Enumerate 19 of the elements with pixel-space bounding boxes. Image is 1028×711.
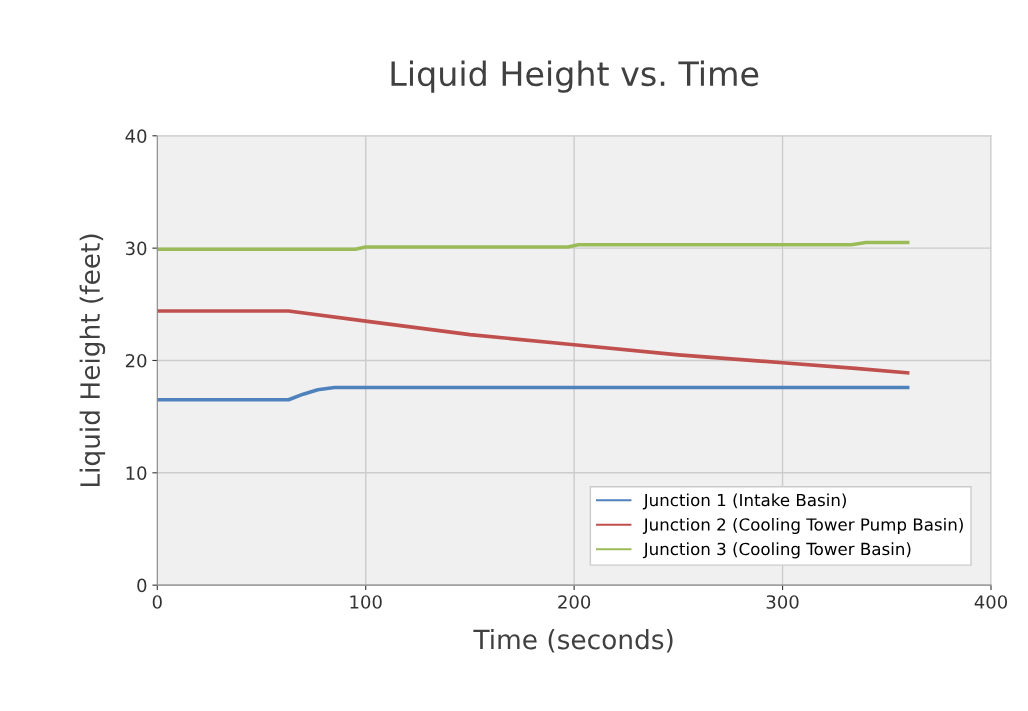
y-axis-title: Liquid Height (feet)	[79, 234, 106, 487]
legend-label: Junction 3 (Cooling Tower Basin)	[642, 542, 911, 559]
y-tick-label: 0	[137, 578, 147, 593]
y-tick-label: 30	[125, 241, 147, 256]
x-axis-title: Time (seconds)	[473, 629, 673, 653]
line-series	[157, 240, 910, 252]
x-tick-label: 100	[350, 595, 382, 609]
line-series	[157, 309, 910, 375]
x-tick-label: 200	[558, 595, 591, 609]
x-tick-label: 400	[974, 595, 1008, 609]
chart-title: Liquid Height vs. Time	[391, 60, 759, 93]
y-tick-label: 20	[125, 353, 147, 368]
x-tick-label: 300	[766, 595, 799, 609]
y-tick-label: 10	[126, 466, 147, 480]
y-tick-label: 40	[125, 129, 147, 143]
x-tick-label: 0	[152, 595, 162, 609]
legend-label: Junction 1 (Intake Basin)	[642, 493, 846, 510]
line-series	[157, 385, 910, 402]
legend-label: Junction 2 (Cooling Tower Pump Basin)	[642, 517, 963, 535]
